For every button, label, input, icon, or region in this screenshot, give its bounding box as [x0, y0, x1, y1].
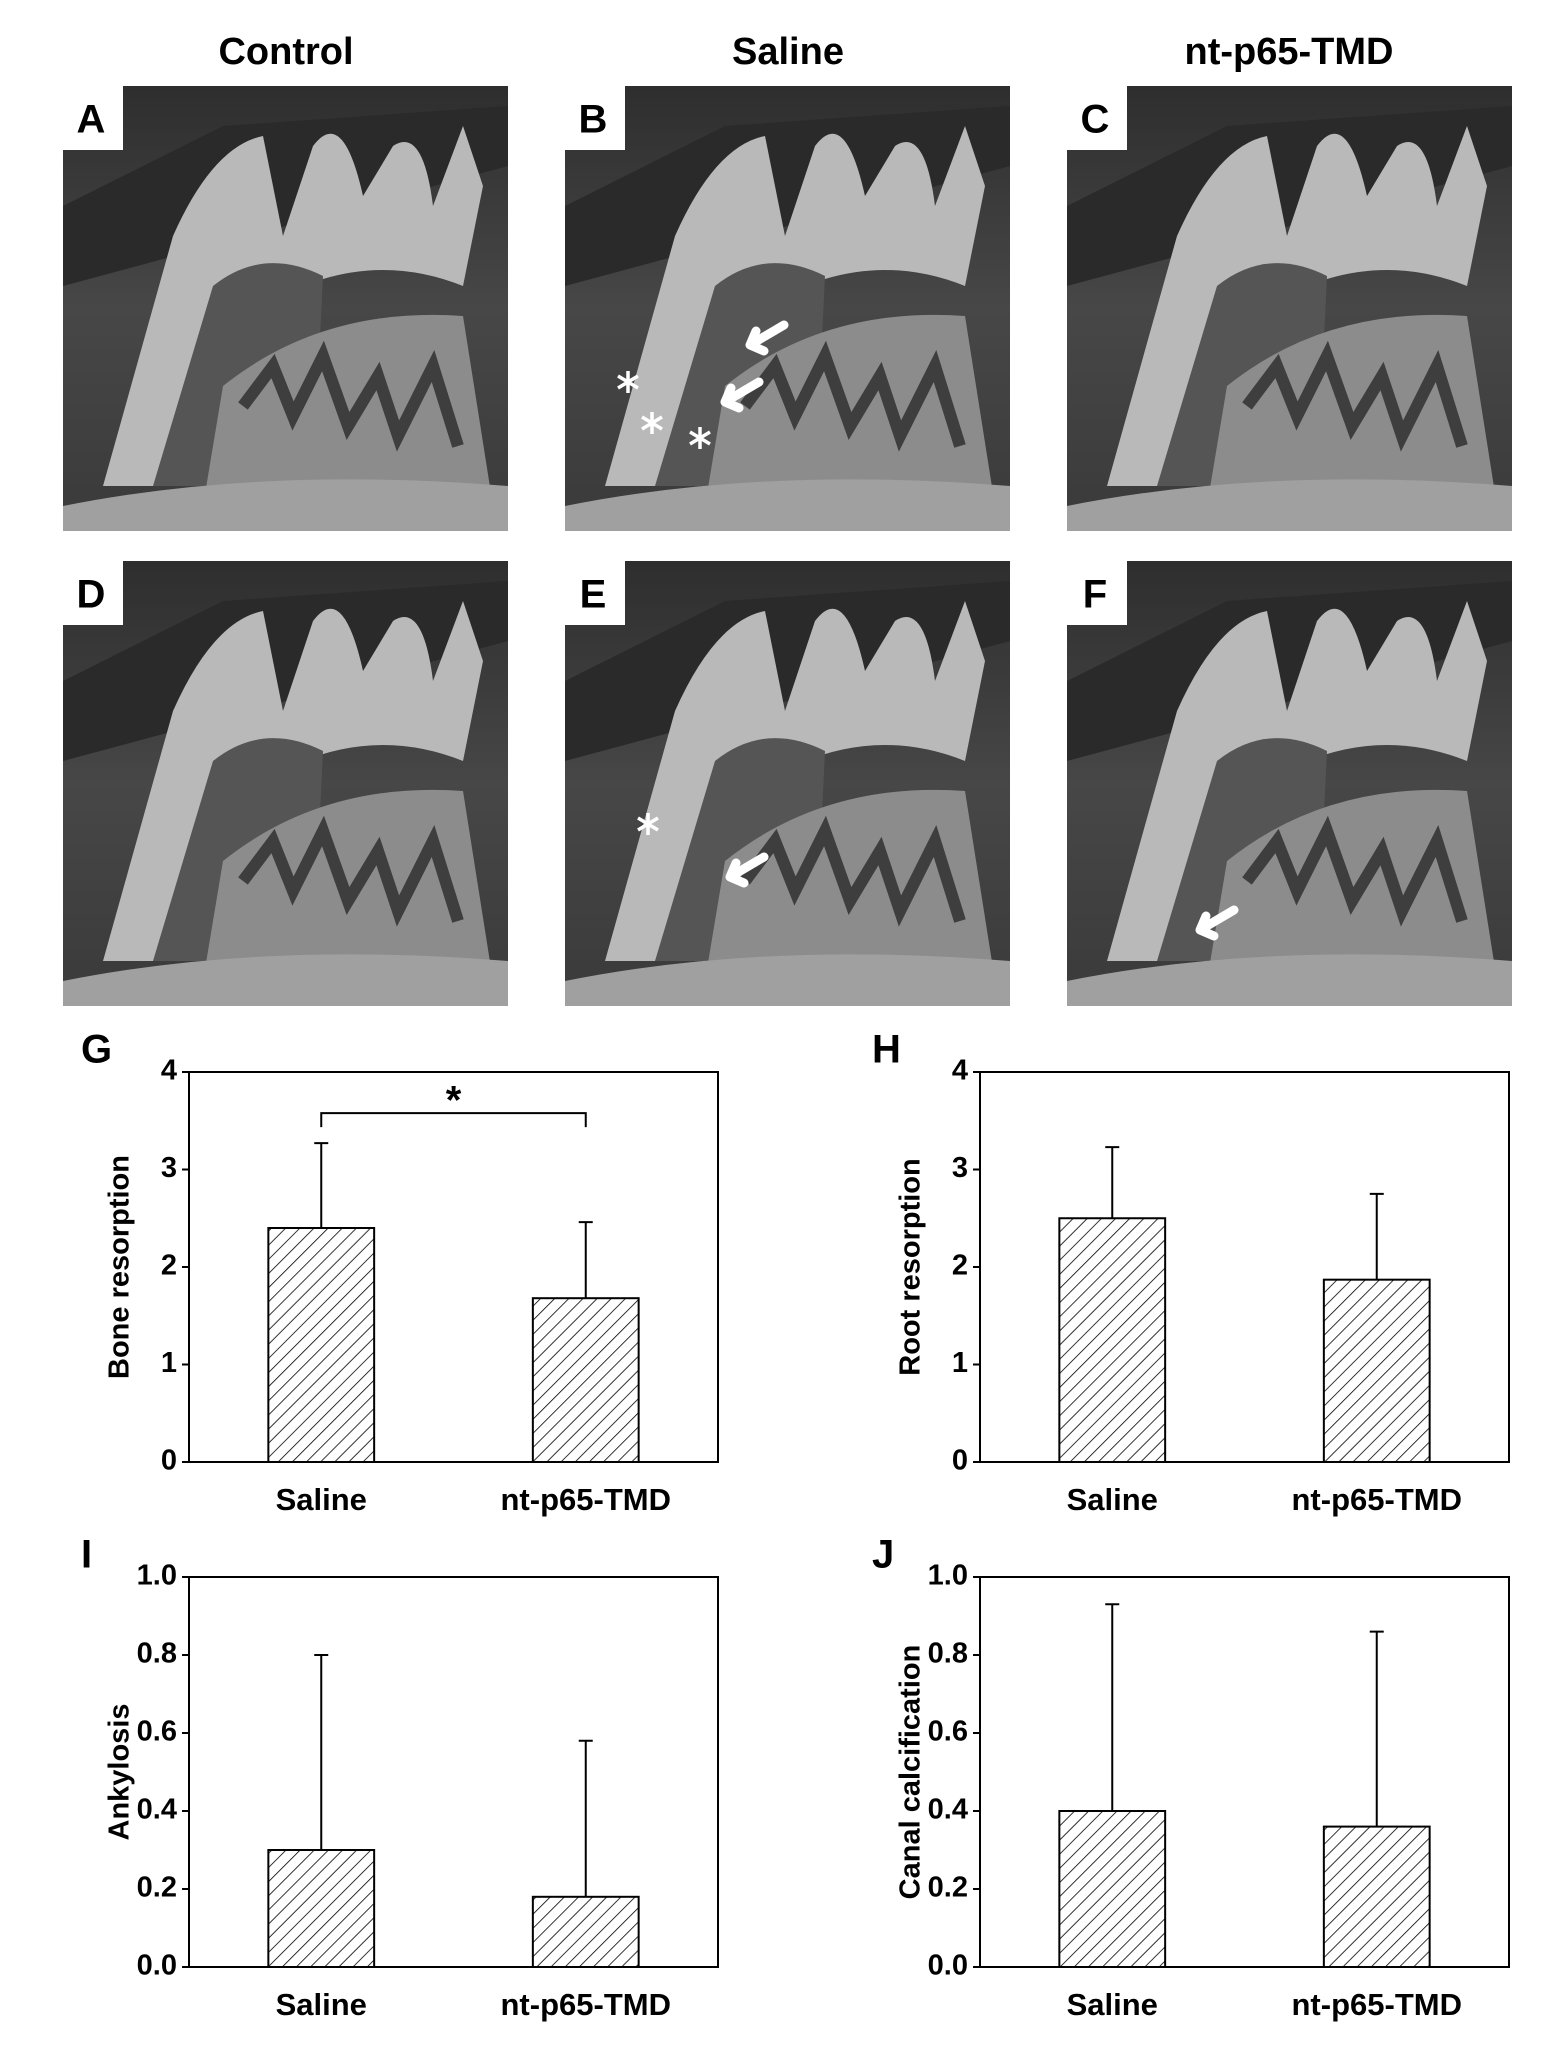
- y-tick-label: 0.0: [137, 1950, 177, 1982]
- panel-label-box: [1067, 561, 1127, 625]
- panel-label-box: [1067, 86, 1127, 150]
- micro-ct-image: [565, 561, 1010, 1006]
- panel-label: C: [1081, 98, 1110, 142]
- micro-ct-image: [63, 561, 508, 1006]
- error-bar: [314, 1654, 329, 1850]
- y-tick-label: 4: [161, 1055, 177, 1087]
- x-tick-label: Saline: [1067, 1482, 1158, 1517]
- arrow-marker: [745, 320, 789, 356]
- x-tick-label: nt-p65-TMD: [1292, 1482, 1462, 1517]
- significance-label: *: [446, 1079, 462, 1123]
- error-bar: [314, 1142, 329, 1228]
- arrow-marker: [720, 377, 764, 413]
- y-tick-label: 1: [952, 1347, 968, 1379]
- plot-frame: [188, 1071, 719, 1463]
- y-tick-label: 0.2: [137, 1872, 177, 1904]
- panel-label: B: [579, 98, 608, 142]
- column-header: nt-p65-TMD: [1185, 31, 1394, 73]
- y-tick-label: 0.6: [137, 1716, 177, 1748]
- x-tick-label: Saline: [1067, 1987, 1158, 2022]
- x-tick-label: Saline: [276, 1987, 367, 2022]
- column-header: Control: [218, 31, 353, 73]
- asterisk-marker: [641, 412, 663, 434]
- y-tick-label: 1.0: [137, 1560, 177, 1592]
- bar: [1058, 1810, 1167, 1968]
- y-axis-label: Ankylosis: [104, 1704, 136, 1841]
- panel-label: I: [81, 1533, 92, 1577]
- bar: [531, 1297, 640, 1463]
- y-tick-label: 0.4: [928, 1794, 968, 1826]
- plot-frame: [979, 1576, 1510, 1968]
- x-tick-label: nt-p65-TMD: [501, 1482, 671, 1517]
- error-bar: [1369, 1630, 1384, 1827]
- panel-label: D: [77, 573, 106, 617]
- panel-label: F: [1083, 573, 1107, 617]
- y-tick-label: 0.2: [928, 1872, 968, 1904]
- y-axis-label: Root resorption: [895, 1158, 927, 1376]
- panel-label-box: [565, 86, 625, 150]
- y-tick-label: 2: [952, 1250, 968, 1282]
- y-tick-label: 0.8: [137, 1638, 177, 1670]
- y-tick-label: 3: [161, 1152, 177, 1184]
- panel-label-box: [565, 561, 625, 625]
- y-tick-label: 0.8: [928, 1638, 968, 1670]
- y-tick-label: 1: [161, 1347, 177, 1379]
- y-tick-label: 0.4: [137, 1794, 177, 1826]
- panel-label: J: [872, 1533, 894, 1577]
- y-tick-label: 0.6: [928, 1716, 968, 1748]
- y-tick-label: 0.0: [928, 1950, 968, 1982]
- bar: [267, 1227, 376, 1463]
- micro-ct-image: [1067, 86, 1512, 531]
- panel-label: A: [77, 98, 106, 142]
- error-bar: [1105, 1603, 1120, 1811]
- y-tick-label: 0: [161, 1445, 177, 1477]
- x-tick-label: Saline: [276, 1482, 367, 1517]
- bar: [1322, 1278, 1431, 1464]
- bar: [267, 1849, 376, 1968]
- bar: [1322, 1825, 1431, 1968]
- micro-ct-image: [1067, 561, 1512, 1006]
- asterisk-marker: [617, 371, 639, 393]
- panel-label-box: [63, 561, 123, 625]
- panel-label: G: [81, 1028, 112, 1072]
- column-header: Saline: [732, 31, 844, 73]
- y-tick-label: 0: [952, 1445, 968, 1477]
- asterisk-marker: [689, 427, 711, 449]
- bar: [1058, 1217, 1167, 1463]
- error-bar: [1105, 1146, 1120, 1219]
- y-tick-label: 1.0: [928, 1560, 968, 1592]
- y-tick-label: 4: [952, 1055, 968, 1087]
- panel-label-box: [63, 86, 123, 150]
- asterisk-marker: [637, 813, 659, 835]
- significance-bracket: [320, 1112, 587, 1128]
- panel-label: E: [580, 573, 607, 617]
- arrow-marker: [725, 852, 769, 888]
- y-axis-label: Canal calcification: [895, 1645, 927, 1900]
- plot-frame: [979, 1071, 1510, 1463]
- error-bar: [578, 1739, 593, 1897]
- y-axis-label: Bone resorption: [104, 1155, 136, 1379]
- arrow-marker: [1195, 905, 1239, 941]
- panel-label: H: [872, 1028, 901, 1072]
- y-tick-label: 3: [952, 1152, 968, 1184]
- x-tick-label: nt-p65-TMD: [1292, 1987, 1462, 2022]
- plot-frame: [188, 1576, 719, 1968]
- micro-ct-image: [63, 86, 508, 531]
- bar: [531, 1895, 640, 1969]
- error-bar: [578, 1221, 593, 1299]
- error-bar: [1369, 1192, 1384, 1280]
- x-tick-label: nt-p65-TMD: [501, 1987, 671, 2022]
- y-tick-label: 2: [161, 1250, 177, 1282]
- micro-ct-image: [565, 86, 1010, 531]
